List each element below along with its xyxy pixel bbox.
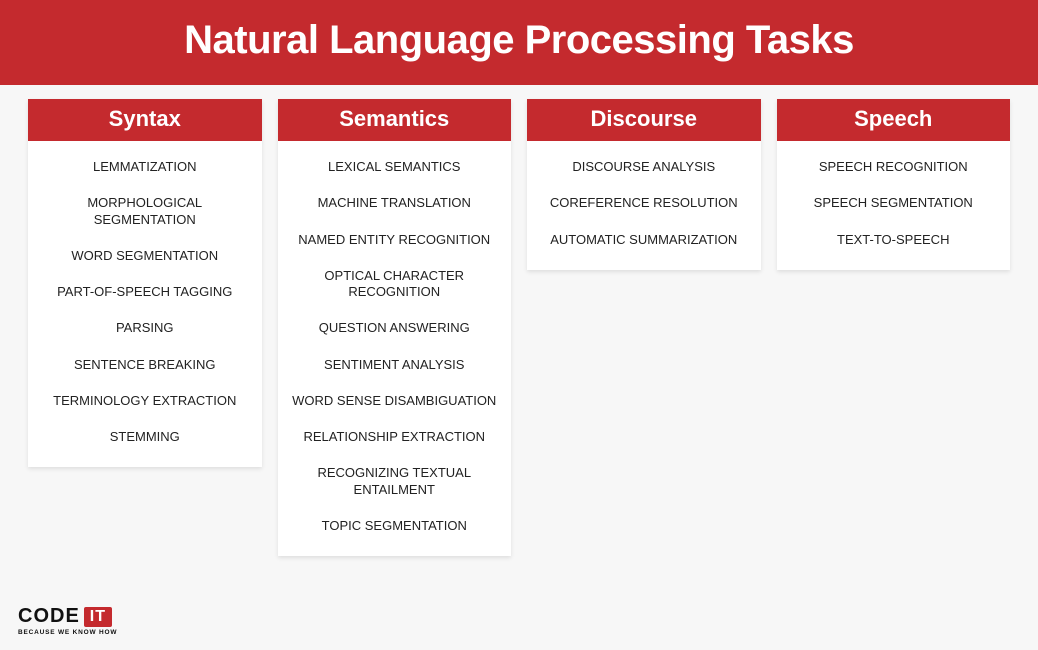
column-items: SPEECH RECOGNITION SPEECH SEGMENTATION T…: [777, 141, 1011, 270]
list-item: NAMED ENTITY RECOGNITION: [284, 222, 506, 258]
list-item: SPEECH SEGMENTATION: [783, 185, 1005, 221]
list-item: SPEECH RECOGNITION: [783, 149, 1005, 185]
column-header: Discourse: [527, 99, 761, 141]
list-item: PART-OF-SPEECH TAGGING: [34, 274, 256, 310]
logo-word-it: IT: [84, 607, 112, 627]
columns-row: Syntax LEMMATIZATION MORPHOLOGICAL SEGME…: [0, 85, 1038, 556]
list-item: TOPIC SEGMENTATION: [284, 508, 506, 544]
column-discourse: Discourse DISCOURSE ANALYSIS COREFERENCE…: [527, 99, 761, 270]
list-item: TEXT-TO-SPEECH: [783, 222, 1005, 258]
brand-logo: CODE IT BECAUSE WE KNOW HOW: [18, 605, 117, 636]
title-bar: Natural Language Processing Tasks: [0, 0, 1038, 85]
list-item: RECOGNIZING TEXTUAL ENTAILMENT: [284, 455, 506, 508]
list-item: AUTOMATIC SUMMARIZATION: [533, 222, 755, 258]
column-syntax: Syntax LEMMATIZATION MORPHOLOGICAL SEGME…: [28, 99, 262, 467]
column-semantics: Semantics LEXICAL SEMANTICS MACHINE TRAN…: [278, 99, 512, 556]
list-item: OPTICAL CHARACTER RECOGNITION: [284, 258, 506, 311]
column-items: LEXICAL SEMANTICS MACHINE TRANSLATION NA…: [278, 141, 512, 556]
list-item: QUESTION ANSWERING: [284, 310, 506, 346]
list-item: WORD SEGMENTATION: [34, 238, 256, 274]
logo-word-code: CODE: [18, 605, 80, 628]
list-item: TERMINOLOGY EXTRACTION: [34, 383, 256, 419]
list-item: SENTENCE BREAKING: [34, 347, 256, 383]
list-item: SENTIMENT ANALYSIS: [284, 347, 506, 383]
list-item: PARSING: [34, 310, 256, 346]
column-speech: Speech SPEECH RECOGNITION SPEECH SEGMENT…: [777, 99, 1011, 270]
list-item: RELATIONSHIP EXTRACTION: [284, 419, 506, 455]
list-item: MACHINE TRANSLATION: [284, 185, 506, 221]
column-items: LEMMATIZATION MORPHOLOGICAL SEGMENTATION…: [28, 141, 262, 467]
list-item: DISCOURSE ANALYSIS: [533, 149, 755, 185]
list-item: MORPHOLOGICAL SEGMENTATION: [34, 185, 256, 238]
list-item: LEMMATIZATION: [34, 149, 256, 185]
column-header: Speech: [777, 99, 1011, 141]
logo-tagline: BECAUSE WE KNOW HOW: [18, 629, 117, 636]
list-item: COREFERENCE RESOLUTION: [533, 185, 755, 221]
column-header: Semantics: [278, 99, 512, 141]
column-header: Syntax: [28, 99, 262, 141]
list-item: LEXICAL SEMANTICS: [284, 149, 506, 185]
brand-logo-row: CODE IT: [18, 605, 112, 628]
page-root: Natural Language Processing Tasks Syntax…: [0, 0, 1038, 650]
list-item: STEMMING: [34, 419, 256, 455]
page-title: Natural Language Processing Tasks: [0, 18, 1038, 63]
column-items: DISCOURSE ANALYSIS COREFERENCE RESOLUTIO…: [527, 141, 761, 270]
list-item: WORD SENSE DISAMBIGUATION: [284, 383, 506, 419]
